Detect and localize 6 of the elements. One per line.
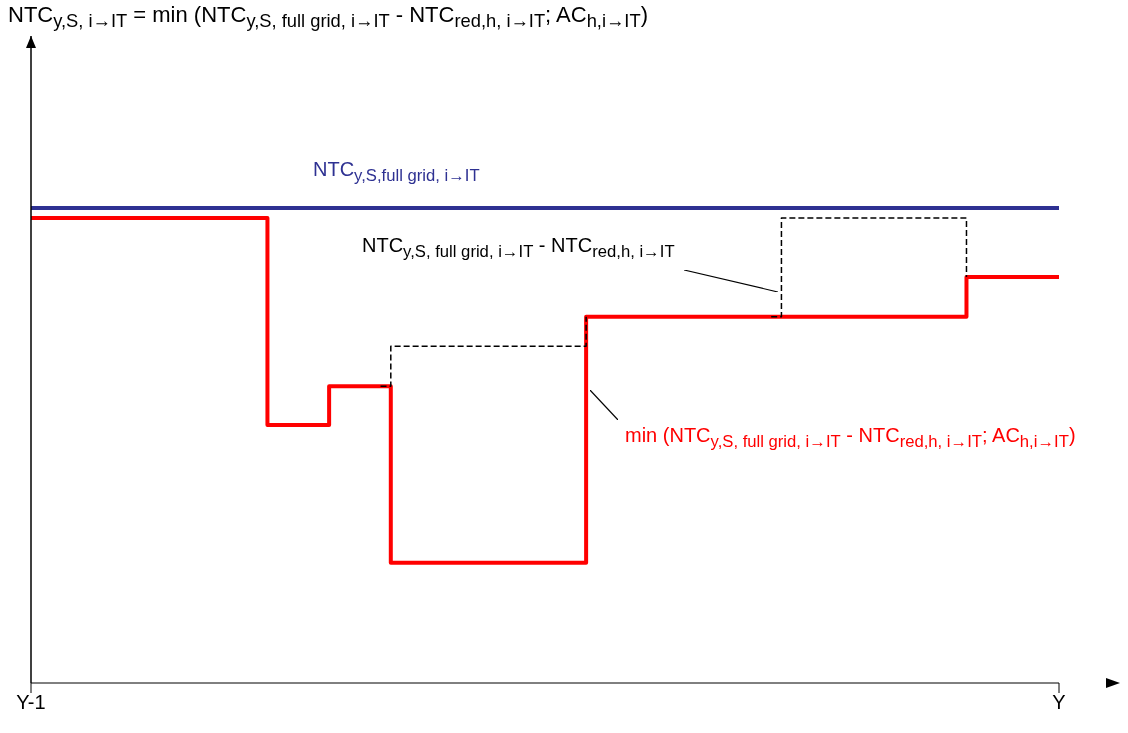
chart-title: NTC$_{y,S, i→IT}$ = min (NTC$_{y,S, full grid, i→IT}$ - NTC$_{red,h, i→IT}$; AC$_{h,i→IT}$) bbox=[8, 2, 648, 32]
x-tick-label: Y bbox=[1052, 691, 1066, 714]
series-label: min (NTC$_{y,S, full grid, i→IT}$ - NTC$_{red,h, i→IT}$; AC$_{h,i→IT}$) bbox=[625, 424, 1076, 452]
x-tick-label: Y-1 bbox=[16, 691, 46, 714]
text: NTC$_{y,S, full grid, i→IT}$ - NTC$_{red,h, i→IT}$ bbox=[362, 234, 675, 262]
series-label: NTC$_{y,S,full grid, i→IT}$ bbox=[313, 158, 480, 186]
